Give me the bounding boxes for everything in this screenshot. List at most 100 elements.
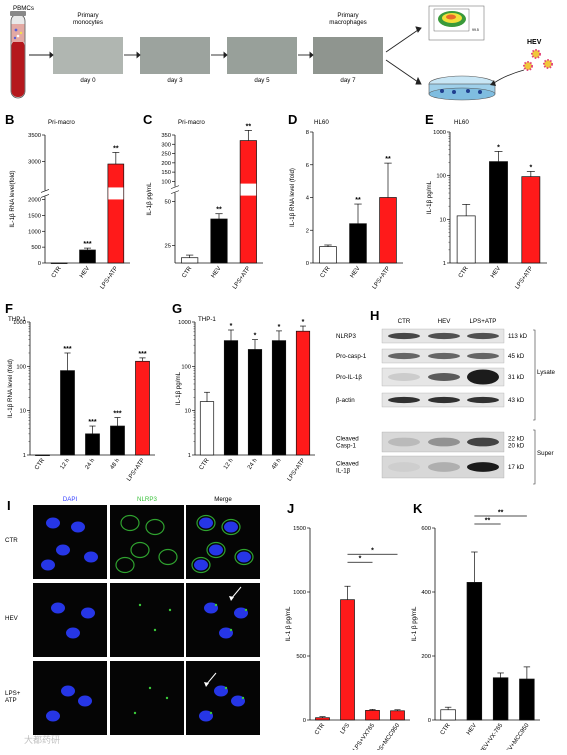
y-tick-label: 600 [421, 526, 431, 532]
bar-hev-vx-765 [492, 677, 509, 721]
bar-ctr [35, 454, 50, 456]
y-tick-label: 200 [421, 654, 431, 660]
day-7-label: day 7 [340, 77, 356, 84]
nucleus [237, 551, 251, 563]
y-tick-label: 0 [306, 261, 309, 267]
nlrp3-speck [153, 628, 157, 632]
nlrp3-signal [191, 556, 211, 574]
significance-mark: * [371, 548, 374, 555]
y-tick-label: 2 [306, 228, 309, 234]
nucleus [66, 627, 80, 639]
panel-letter-i: I [7, 498, 11, 513]
y-tick-label: 1 [443, 261, 446, 267]
chart-panel-c: C Pri-macro IL-1β pg/mL 25 50 100 150 200 250 300… [143, 112, 263, 291]
wb-kd-label: 43 kD [508, 397, 525, 404]
y-tick-label: 10 [440, 217, 446, 223]
wb-band [467, 332, 499, 340]
flow-cytometry-plot: 99.5 [428, 5, 485, 41]
x-tick-label: CTR [181, 265, 193, 279]
y-tick-label: 1000 [433, 130, 446, 136]
chart-subtitle: THP-1 [8, 316, 26, 323]
wb-kd-label: 17 kD [508, 464, 525, 471]
significance-mark: ** [113, 145, 119, 152]
step-title-macrophages: Primary macrophages [329, 12, 367, 26]
significance-mark: * [529, 164, 532, 171]
wb-band [428, 437, 460, 447]
significance-mark: * [230, 323, 233, 330]
nlrp3-speck [241, 696, 245, 700]
x-tick-label: LPS [340, 723, 351, 736]
panel-letter-c: C [143, 112, 153, 127]
nlrp3-speck [209, 711, 213, 715]
panel-h-western-blot: H CTR HEV LPS+ATP NLRP3 113 kD Pro-casp-1 4… [336, 308, 556, 485]
hev-virus-icons [490, 49, 553, 86]
wb-group-super: Super [537, 450, 554, 457]
wb-col-ctr: CTR [398, 318, 411, 325]
axis-break-mark [40, 194, 50, 198]
panel-a: PBMCs Primary monocytes Primary macrophage… [10, 5, 553, 101]
y-tick-label: 1500 [28, 213, 41, 219]
chart-panel-b: B Pri-macro IL-1β RNA level(fold) 0 500 1000 1… [5, 112, 130, 291]
nucleus [84, 551, 98, 563]
wb-strip-cleaved-casp-1 [381, 431, 505, 453]
wb-col-hev: HEV [438, 318, 452, 325]
wb-kd-label: 113 kD [508, 333, 528, 340]
bar-hev [79, 249, 96, 264]
nlrp3-speck [229, 628, 233, 632]
wb-band [467, 437, 499, 447]
significance-mark: *** [138, 351, 146, 358]
wb-band [428, 352, 460, 360]
wb-band [388, 396, 420, 404]
y-axis-label: IL-1β RNA level (fold) [7, 359, 14, 418]
wb-row-label: β-actin [336, 397, 355, 404]
y-tick-label: 200 [161, 161, 171, 167]
axis-break-mask [41, 190, 49, 197]
bar-lps-atp [379, 197, 397, 264]
panel-letter-j: J [287, 501, 294, 516]
nlrp3-speck [214, 603, 218, 607]
nucleus [224, 521, 238, 533]
wb-kd-label: 31 kD [508, 374, 525, 381]
bar-24-h [85, 433, 100, 456]
y-tick-label: 100 [161, 179, 171, 185]
panel-letter-h: H [370, 308, 379, 323]
micro-row-label: HEV [5, 615, 19, 622]
panel-letter-g: G [172, 301, 182, 316]
panel-letter-f: F [5, 301, 13, 316]
nucleus [219, 627, 233, 639]
wb-row-label: Cleaved IL-1β [336, 461, 359, 475]
day-5-label: day 5 [254, 77, 270, 84]
wb-band [467, 462, 499, 472]
significance-mark: ** [498, 510, 504, 517]
micro-col-merge: Merge [214, 496, 232, 503]
bar-hev [210, 218, 228, 264]
y-tick-label: 4 [306, 196, 310, 202]
micro-tiles: CTR HEV LPS+ ATP [5, 505, 260, 735]
wb-kd-label: 45 kD [508, 353, 525, 360]
y-tick-label: 250 [161, 152, 171, 158]
y-tick-label: 2000 [28, 198, 41, 204]
y-tick-label: 3000 [28, 159, 41, 165]
nlrp3-speck [224, 686, 228, 690]
wb-band [428, 373, 460, 381]
micro-tile-merge [186, 583, 260, 657]
y-axis-label: IL-1β RNA level (fold) [289, 168, 296, 227]
y-axis-label: IL-1 β pg/mL [411, 606, 418, 641]
nucleus [204, 602, 218, 614]
x-tick-label: LPS+ATP [372, 266, 392, 291]
bar-12-h [60, 370, 75, 456]
wb-band [467, 396, 499, 404]
bar-12-h [223, 340, 239, 456]
x-tick-label: LPS+ATP [515, 266, 535, 291]
panel-letter-e: E [425, 112, 434, 127]
nucleus [231, 695, 245, 707]
y-tick-label: 1 [188, 453, 191, 459]
significance-mark: * [254, 333, 257, 340]
micro-tile-nlrp3 [110, 583, 184, 657]
y-axis-label: IL-1β pg/mL [175, 371, 182, 405]
panel-letter-d: D [288, 112, 297, 127]
wb-band [388, 373, 420, 381]
micro-tile-merge [186, 661, 260, 735]
bar-break-gap [240, 183, 257, 196]
nucleus [46, 710, 60, 722]
